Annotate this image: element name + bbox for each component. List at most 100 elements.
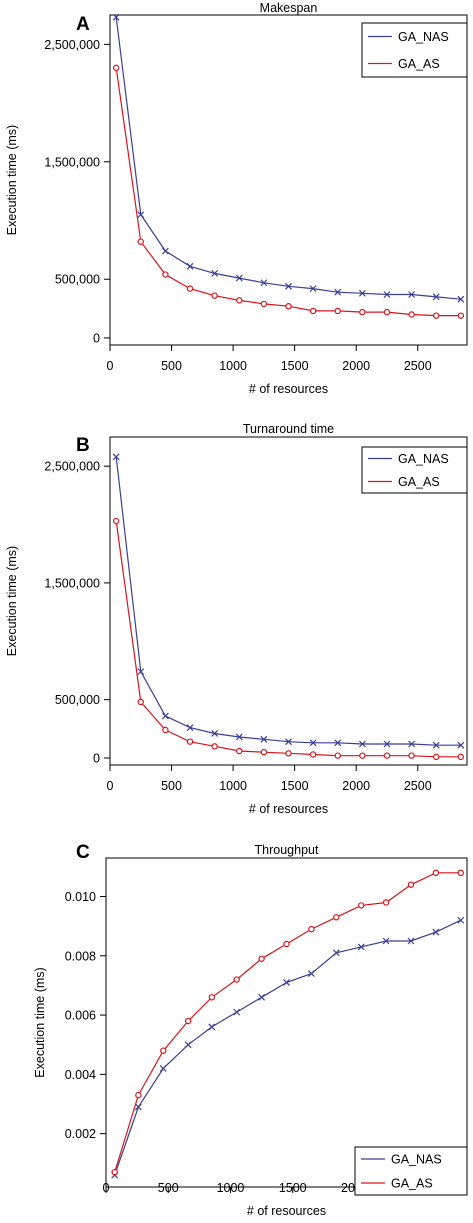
data-point <box>233 976 240 983</box>
data-point <box>260 300 268 308</box>
data-point <box>407 881 415 888</box>
data-point <box>236 297 243 304</box>
data-point <box>159 1065 167 1072</box>
data-point <box>285 303 292 310</box>
marker-stroke <box>211 269 219 277</box>
data-point <box>432 928 440 936</box>
y-tick-label: 1,500,000 <box>44 155 100 169</box>
series-ga-nas <box>111 916 465 1179</box>
y-tick-label: 0.010 <box>65 890 96 904</box>
panel-letter: A <box>76 14 90 35</box>
x-tick-label: 1500 <box>279 1181 307 1195</box>
marker-stroke <box>186 262 194 270</box>
data-point <box>432 741 440 749</box>
panel-letter: B <box>76 435 90 456</box>
data-point <box>309 739 317 747</box>
marker-stroke <box>161 712 169 720</box>
data-point <box>186 262 194 270</box>
data-point <box>135 1091 142 1099</box>
data-point <box>208 1023 216 1031</box>
x-tick-label: 2000 <box>342 779 370 793</box>
data-point <box>357 943 365 951</box>
data-point <box>382 937 390 945</box>
series-ga-as <box>112 64 465 319</box>
data-point <box>208 994 216 1001</box>
data-point <box>408 740 416 748</box>
plot-frame <box>109 436 468 766</box>
legend: GA_NAS GA_AS <box>361 22 468 78</box>
marker-stroke <box>161 247 169 255</box>
data-point <box>408 311 415 318</box>
marker-stroke <box>432 928 440 936</box>
data-point <box>283 979 290 986</box>
series-line <box>115 67 461 317</box>
series-line <box>115 456 461 746</box>
data-point <box>162 726 169 734</box>
x-tick-label: 2000 <box>342 359 370 373</box>
data-point <box>309 751 317 758</box>
marker-stroke <box>432 741 440 749</box>
data-point <box>211 730 219 737</box>
data-point <box>433 753 440 761</box>
marker-stroke <box>309 285 317 293</box>
data-point <box>359 752 366 759</box>
data-point <box>359 308 366 316</box>
x-tick-label: 1000 <box>217 1181 245 1195</box>
chart-panel-a: A Makespan 0 500 1000 1500 2000 2500 0 500,000 1,5… <box>5 1 468 396</box>
data-point <box>433 312 440 319</box>
data-point <box>112 13 120 21</box>
y-tick-label: 2,500,000 <box>44 460 100 474</box>
data-point <box>186 724 194 732</box>
marker-stroke <box>186 724 194 732</box>
data-point <box>137 238 144 245</box>
marker-stroke <box>211 730 219 737</box>
x-tick-label: 2500 <box>404 779 432 793</box>
legend-entry: GA_AS <box>398 475 440 489</box>
legend-entry: GA_NAS <box>391 1153 442 1167</box>
plot-frame <box>105 857 468 1188</box>
marker-stroke <box>233 1008 241 1016</box>
y-tick-label: 0.004 <box>65 1068 96 1082</box>
panel-letter: C <box>76 842 90 863</box>
data-point <box>260 735 268 743</box>
data-point <box>258 993 266 1001</box>
x-tick-label: 2500 <box>404 359 432 373</box>
x-tick-label: 0 <box>107 359 114 373</box>
data-point <box>161 247 169 255</box>
data-point <box>160 1047 167 1054</box>
data-point <box>334 288 342 296</box>
data-point <box>334 307 341 315</box>
data-point <box>111 1168 118 1176</box>
y-tick-label: 2,500,000 <box>44 38 100 52</box>
marker-stroke <box>408 740 416 748</box>
marker-stroke <box>334 739 342 747</box>
data-point <box>211 269 219 277</box>
y-tick-label: 0.002 <box>65 1127 96 1141</box>
series-ga-as <box>112 517 465 761</box>
series-line <box>114 872 461 1173</box>
data-point <box>333 914 340 921</box>
data-point <box>332 949 340 957</box>
marker-stroke <box>184 1041 192 1049</box>
data-point <box>137 668 145 676</box>
marker-stroke <box>258 993 266 1001</box>
y-tick-label: 0 <box>93 331 100 345</box>
data-point <box>407 937 415 945</box>
data-point <box>184 1017 192 1025</box>
marker-stroke <box>332 949 340 957</box>
marker-stroke <box>457 741 465 749</box>
data-point <box>283 940 290 948</box>
data-point <box>383 740 391 748</box>
legend-entry: GA_NAS <box>398 452 449 466</box>
data-point <box>134 1103 142 1111</box>
marker-stroke <box>285 282 292 290</box>
data-point <box>432 869 440 877</box>
data-point <box>457 753 465 761</box>
y-tick-label: 500,000 <box>55 273 100 287</box>
marker-stroke <box>137 668 145 676</box>
y-tick-label: 500,000 <box>55 693 100 707</box>
marker-stroke <box>260 279 268 287</box>
marker-stroke <box>457 295 465 303</box>
marker-stroke <box>134 1103 142 1111</box>
data-point <box>236 747 243 755</box>
